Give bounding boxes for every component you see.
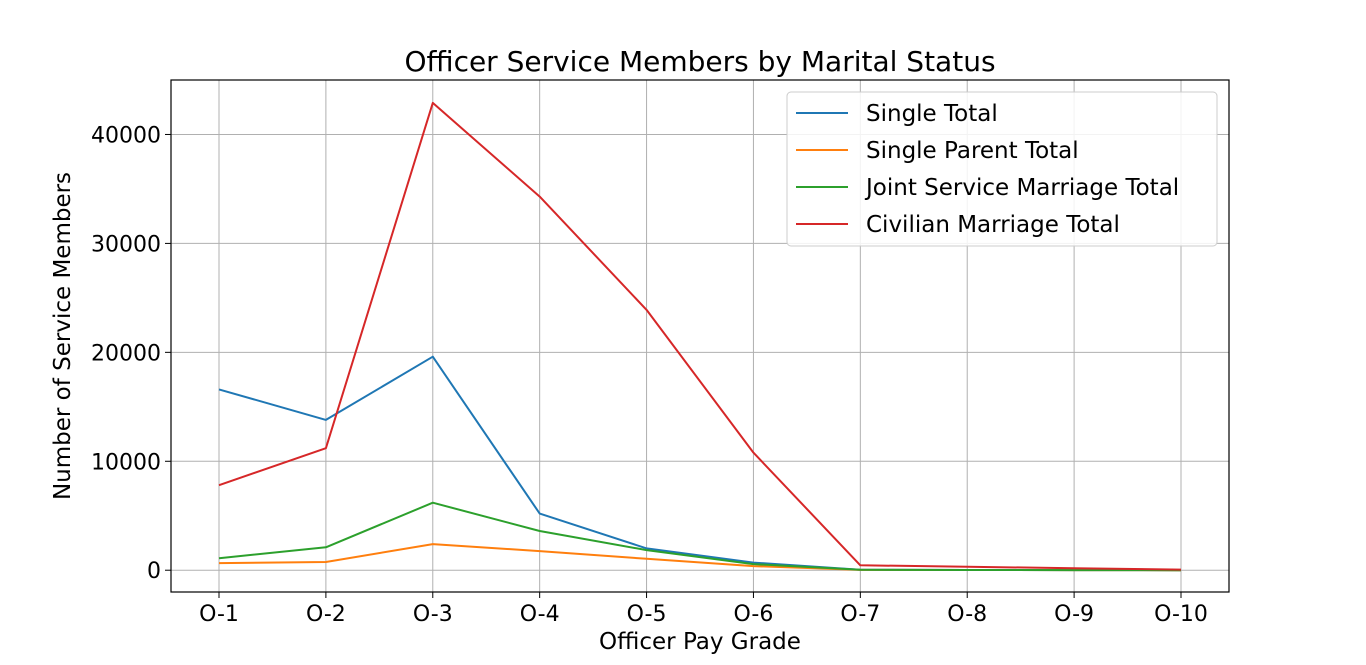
series-line xyxy=(218,355,1182,572)
plot-frame xyxy=(170,79,1230,593)
y-axis-ticks: 0 10000 20000 30000 40000 xyxy=(91,123,171,584)
y-tick-label: 0 xyxy=(147,559,161,584)
y-tick-label: 30000 xyxy=(91,232,161,257)
x-axis-ticks: O-1 O-2 O-3 O-4 O-5 O-6 O-7 O-8 O-9 O-10 xyxy=(199,592,1208,627)
legend: Single Total Single Parent Total Joint Ser… xyxy=(786,91,1218,247)
series-lines xyxy=(218,101,1182,572)
x-tick-label: O-8 xyxy=(947,602,987,627)
x-axis-label: Officer Pay Grade xyxy=(599,629,801,655)
x-tick-label: O-4 xyxy=(520,602,560,627)
x-tick-label: O-2 xyxy=(306,602,346,627)
x-tick-label: O-7 xyxy=(840,602,880,627)
y-tick-label: 10000 xyxy=(91,450,161,475)
y-tick-label: 40000 xyxy=(91,123,161,148)
y-axis-label: Number of Service Members xyxy=(50,172,76,500)
legend-box xyxy=(786,91,1218,247)
legend-entry: Joint Service Marriage Total xyxy=(864,175,1179,201)
y-tick-label: 20000 xyxy=(91,341,161,366)
x-tick-label: O-9 xyxy=(1054,602,1094,627)
x-tick-label: O-10 xyxy=(1154,602,1208,627)
chart-title: Officer Service Members by Marital Statu… xyxy=(404,45,995,78)
x-tick-label: O-1 xyxy=(199,602,239,627)
series-line xyxy=(218,101,1182,571)
legend-entry: Civilian Marriage Total xyxy=(866,212,1120,238)
legend-entry: Single Total xyxy=(866,101,998,127)
x-tick-label: O-5 xyxy=(627,602,667,627)
series-line xyxy=(218,501,1182,572)
legend-entry: Single Parent Total xyxy=(866,138,1079,164)
x-tick-label: O-6 xyxy=(734,602,774,627)
x-tick-label: O-3 xyxy=(413,602,453,627)
